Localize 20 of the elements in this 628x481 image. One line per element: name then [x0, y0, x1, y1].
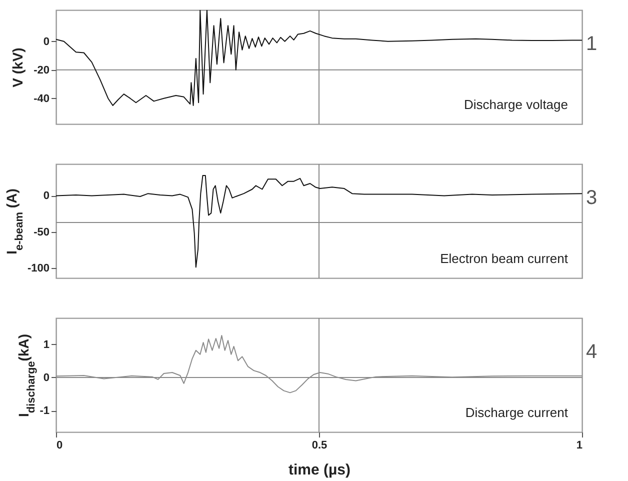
y-tick-label: -1 — [40, 405, 50, 418]
x-tick-label: 0 — [56, 440, 63, 452]
y-tick-label: 0 — [43, 190, 50, 202]
y-tick-label: 0 — [43, 36, 50, 48]
text: 3 — [586, 187, 598, 210]
y-axis-title: V (kV) — [10, 48, 26, 88]
y-tick-label: 0 — [43, 372, 50, 384]
x-axis-title: time (µs) — [288, 462, 350, 478]
y-tick-label: -50 — [34, 226, 50, 238]
annotation: Electron beam current — [440, 251, 568, 266]
annotation: Discharge current — [465, 405, 568, 420]
y-tick-label: -40 — [34, 92, 50, 105]
text: 4 — [586, 341, 598, 364]
text: 1 — [586, 33, 598, 56]
y-tick-label: -100 — [27, 262, 50, 274]
x-tick-label: 1 — [576, 440, 582, 452]
x-tick-label: 0.5 — [312, 440, 328, 452]
y-tick-label: 1 — [43, 338, 50, 351]
y-tick-label: -20 — [34, 64, 50, 76]
annotation: Discharge voltage — [464, 97, 568, 112]
